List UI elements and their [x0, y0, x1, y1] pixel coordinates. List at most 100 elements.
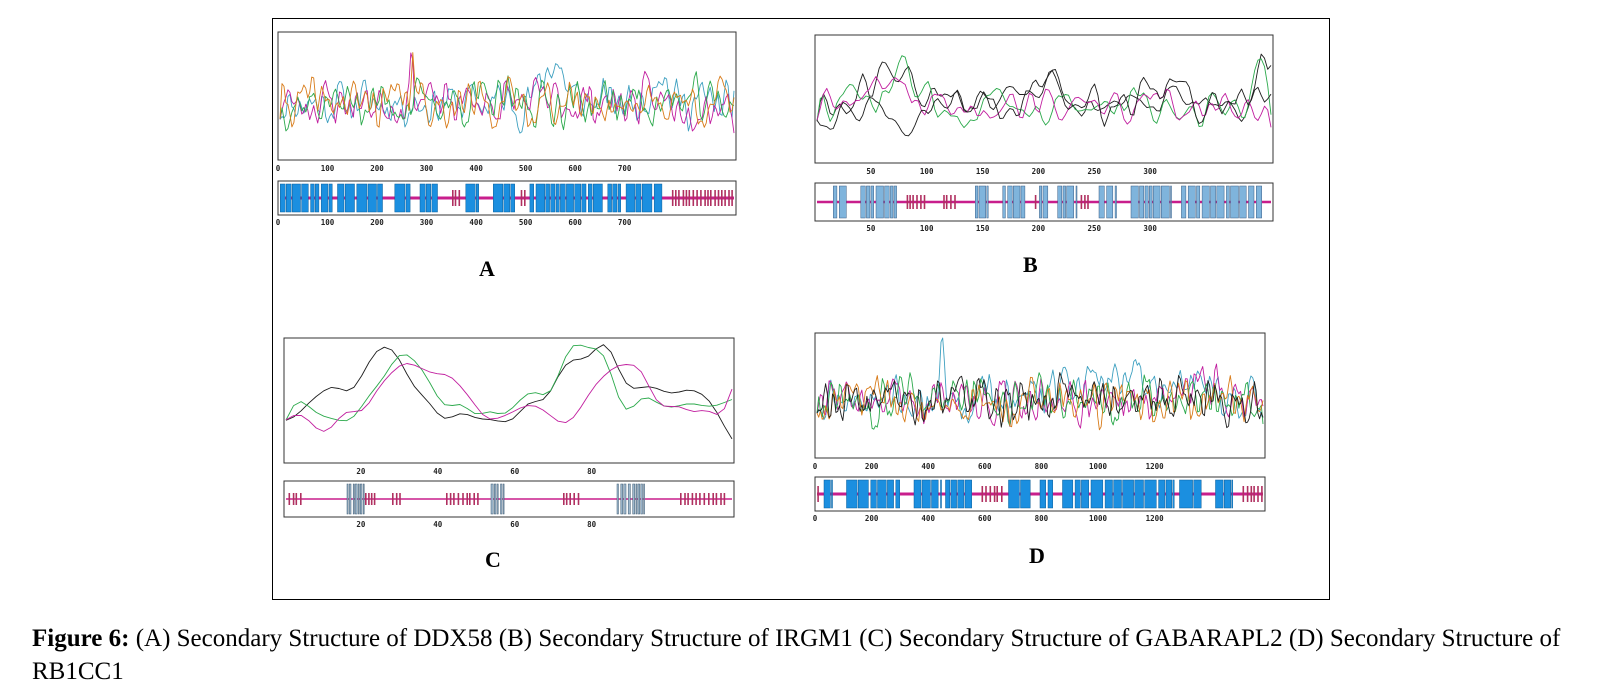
helix-segment	[1039, 185, 1043, 219]
strand-segment	[721, 190, 723, 206]
helix-segment	[1090, 479, 1104, 509]
strand-segment	[684, 493, 686, 505]
helix-segment	[846, 479, 858, 509]
helix-segment	[1181, 185, 1187, 219]
strand-segment	[370, 493, 373, 505]
helix-segment	[1134, 479, 1144, 509]
strand-segment	[1246, 486, 1249, 502]
helix-segment	[1248, 185, 1255, 219]
helix-segment	[496, 483, 499, 515]
strand-segment	[675, 190, 677, 206]
profile-tick-label: 150	[976, 167, 990, 176]
strand-segment	[923, 195, 926, 209]
helix-segment	[1104, 479, 1113, 509]
strand-segment	[1080, 195, 1083, 209]
strand-segment	[920, 195, 922, 209]
strip-tick-label: 400	[921, 514, 935, 523]
helix-segment	[1020, 479, 1031, 509]
helix-segment	[1039, 479, 1046, 509]
helix-segment	[1007, 185, 1013, 219]
profile-tick-label: 300	[420, 164, 434, 173]
helix-segment	[625, 183, 636, 213]
helix-segment	[1098, 185, 1105, 219]
profile-tick-label: 400	[469, 164, 483, 173]
strip-tick-label: 600	[568, 218, 582, 227]
helix-segment	[940, 479, 942, 509]
strand-segment	[399, 493, 401, 505]
helix-segment	[431, 183, 438, 213]
strip-tick-label: 250	[1088, 224, 1102, 233]
strip-tick-label: 40	[433, 520, 443, 529]
strand-segment	[985, 486, 987, 502]
strand-segment	[454, 190, 457, 206]
strand-segment	[453, 493, 455, 505]
helix-segment	[344, 183, 355, 213]
helix-segment	[884, 185, 890, 219]
profile-tick-label: 300	[1143, 167, 1157, 176]
helix-segment	[292, 183, 301, 213]
strand-segment	[710, 190, 712, 206]
strand-segment	[703, 493, 706, 505]
strand-segment	[473, 493, 475, 505]
profile-tick-label: 400	[921, 462, 935, 471]
strand-segment	[817, 486, 819, 502]
helix-segment	[887, 479, 894, 509]
profile-tick-label: 600	[978, 462, 992, 471]
strip-tick-label: 0	[813, 514, 818, 523]
strand-segment	[671, 190, 674, 206]
helix-segment	[1144, 185, 1149, 219]
strand-segment	[1257, 486, 1259, 502]
strand-segment	[906, 195, 909, 209]
panel-label-c: C	[485, 547, 501, 572]
strip-tick-label: 200	[1032, 224, 1046, 233]
helix-segment	[635, 183, 642, 213]
helix-segment	[560, 183, 566, 213]
strand-segment	[695, 493, 697, 505]
helix-segment	[643, 483, 645, 515]
helix-segment	[1066, 185, 1074, 219]
helix-segment	[367, 183, 377, 213]
helix-segment	[623, 483, 627, 515]
helix-segment	[1074, 479, 1081, 509]
helix-segment	[1170, 185, 1172, 219]
helix-segment	[494, 483, 497, 515]
helix-segment	[627, 483, 631, 515]
helix-segment	[545, 183, 550, 213]
profile-tick-label: 0	[813, 462, 818, 471]
strip-tick-label: 150	[976, 224, 990, 233]
profile-tick-label: 700	[618, 164, 632, 173]
strand-segment	[466, 493, 468, 505]
helix-segment	[870, 185, 874, 219]
helix-segment	[1114, 185, 1117, 219]
profile-series-line	[816, 375, 1264, 431]
strand-segment	[685, 190, 688, 206]
strand-segment	[981, 486, 984, 502]
strip-tick-label: 100	[920, 224, 934, 233]
helix-segment	[978, 185, 986, 219]
helix-segment	[1008, 479, 1020, 509]
helix-segment	[358, 483, 360, 515]
strand-segment	[699, 493, 701, 505]
profile-plot-frame	[277, 31, 737, 161]
strand-segment	[700, 190, 702, 206]
helix-segment	[1215, 479, 1224, 509]
strand-segment	[696, 190, 698, 206]
helix-segment	[607, 183, 612, 213]
panel-d: 0 200 400 600 800 1000 1200 0 200 400 600 800 1000 12…	[813, 332, 1266, 523]
profile-tick-label: 80	[587, 467, 597, 476]
strip-tick-label: 700	[618, 218, 632, 227]
profile-tick-label: 800	[1035, 462, 1049, 471]
strip-tick-label: 800	[1035, 514, 1049, 523]
helix-segment	[346, 483, 349, 515]
helix-segment	[328, 183, 333, 213]
caption-lead: Figure 6:	[32, 625, 130, 652]
helix-segment	[1062, 479, 1074, 509]
helix-segment	[616, 483, 619, 515]
helix-segment	[620, 483, 623, 515]
helix-segment	[310, 183, 315, 213]
strand-segment	[945, 195, 948, 209]
strand-segment	[993, 486, 996, 502]
strip-tick-label: 1200	[1146, 514, 1165, 523]
strip-tick-label: 100	[321, 218, 335, 227]
